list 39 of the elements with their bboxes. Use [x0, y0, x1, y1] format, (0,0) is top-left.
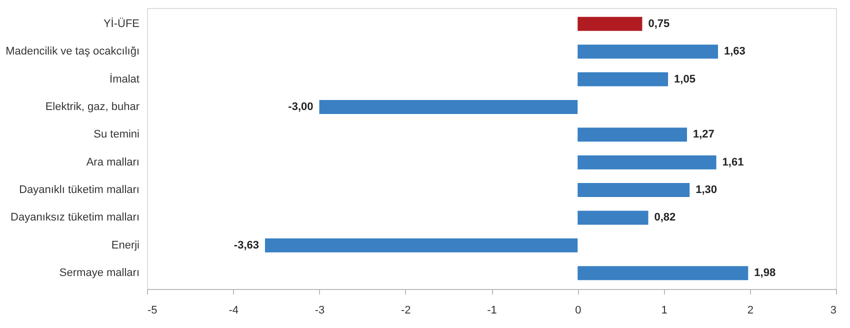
x-tick-label: -3: [314, 304, 325, 316]
y-tick-label: Dayanıksız tüketim malları: [10, 212, 140, 224]
y-tick-label: İmalat: [110, 72, 140, 86]
bar: [319, 100, 578, 114]
y-tick-label: Dayanıklı tüketim malları: [19, 184, 140, 196]
bar: [578, 128, 688, 142]
bar: [578, 16, 642, 31]
y-tick-label: Madencilik ve taş ocakcılığı: [6, 46, 140, 58]
x-tick-label: 0: [575, 304, 582, 316]
y-tick-label: Sermaye malları: [59, 267, 140, 280]
y-tick-label: Enerji: [111, 239, 140, 252]
bar: [578, 183, 690, 198]
data-label: 0,75: [648, 18, 670, 30]
data-label: 1,98: [754, 267, 776, 280]
y-tick-label: Elektrik, gaz, buhar: [45, 100, 140, 113]
data-label: 1,63: [724, 46, 746, 58]
y-tick-label: Ara malları: [86, 156, 140, 168]
data-label: 1,05: [674, 73, 696, 86]
x-tick-label: -5: [148, 304, 158, 316]
x-tick-label: -1: [487, 304, 497, 316]
bar: [578, 155, 716, 170]
x-tick-label: 2: [747, 304, 754, 316]
x-tick-label: -2: [400, 304, 411, 316]
bar: [578, 44, 718, 59]
x-tick-label: 3: [830, 304, 836, 316]
data-label: 1,30: [696, 184, 718, 196]
x-tick-label: 1: [661, 304, 668, 316]
data-label: -3,00: [288, 100, 314, 113]
bar: [578, 210, 648, 225]
x-tick-label: -4: [228, 304, 239, 316]
y-tick-label: Su temini: [94, 128, 140, 141]
bar: [578, 72, 668, 86]
bar: [578, 266, 748, 280]
data-label: 1,61: [722, 156, 744, 168]
data-label: 0,82: [654, 212, 676, 224]
bar: [264, 238, 578, 252]
y-tick-label: Yİ-ÜFE: [103, 16, 140, 30]
data-label: 1,27: [693, 128, 714, 141]
data-label: -3,63: [234, 239, 259, 252]
